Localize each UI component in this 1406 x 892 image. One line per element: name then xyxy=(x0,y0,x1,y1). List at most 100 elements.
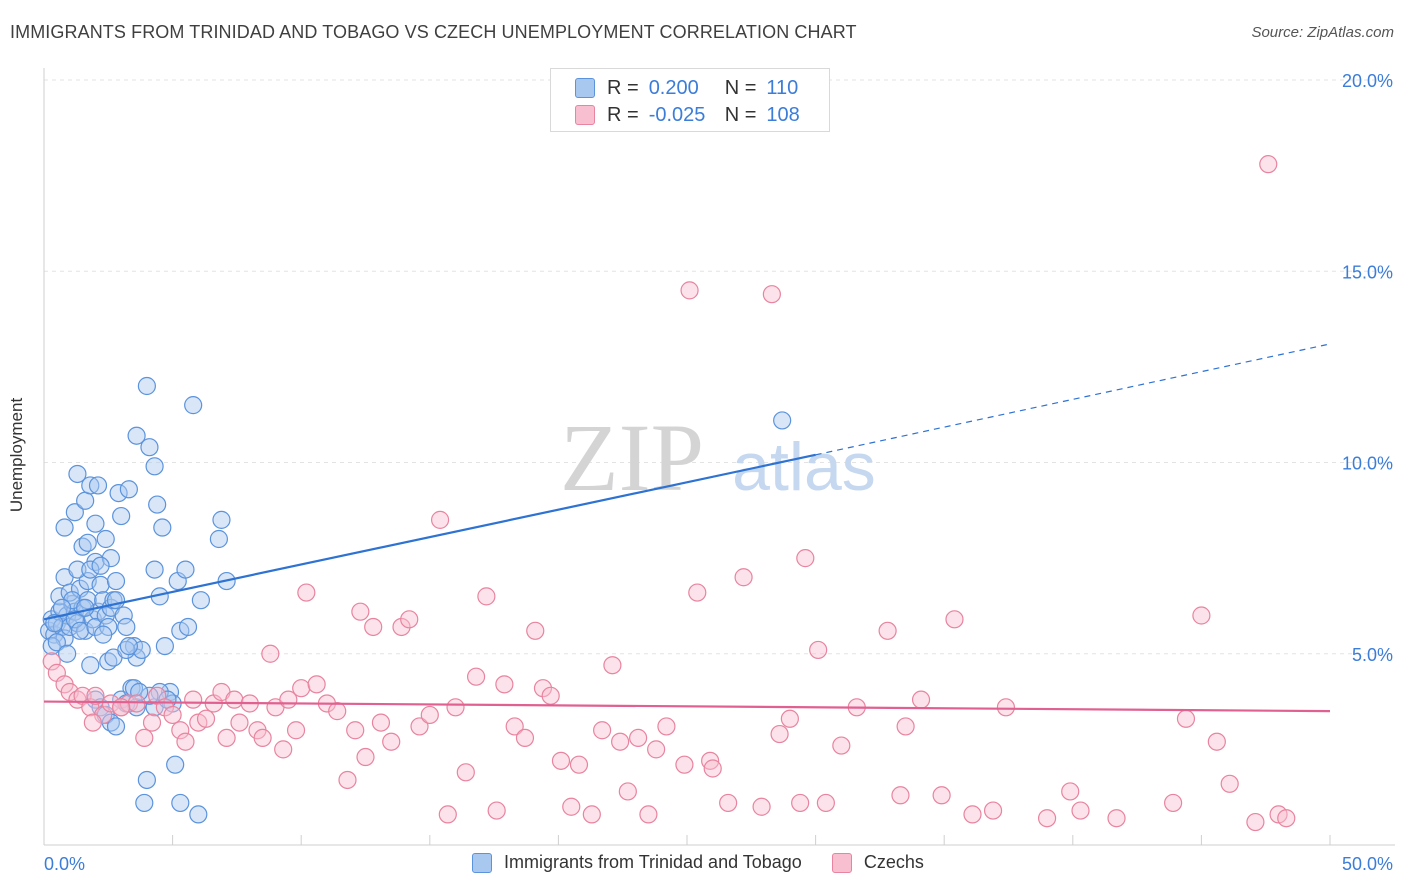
axes xyxy=(43,68,1395,846)
data-point-czechs xyxy=(515,728,535,748)
legend-swatch-pink xyxy=(831,852,852,873)
data-point-czechs xyxy=(338,770,357,790)
data-point-immigrants xyxy=(86,617,105,637)
n-value: 110 xyxy=(766,76,799,99)
data-point-czechs xyxy=(505,717,524,736)
tick-labels: 5.0% 10.0% 15.0% 20.0% 0.0% 50.0% xyxy=(44,71,1393,874)
data-point-czechs xyxy=(364,617,383,637)
data-point-immigrants xyxy=(78,533,97,552)
data-point-immigrants xyxy=(76,491,95,510)
data-point-czechs xyxy=(878,621,897,640)
data-point-czechs xyxy=(896,717,915,736)
data-point-czechs xyxy=(274,740,293,759)
data-point-czechs xyxy=(356,747,375,767)
data-point-czechs xyxy=(456,763,475,782)
data-point-czechs xyxy=(410,717,429,736)
series-immigrants-points xyxy=(40,376,792,824)
data-point-immigrants xyxy=(86,514,105,533)
data-point-czechs xyxy=(618,782,637,801)
data-point-czechs xyxy=(382,732,401,751)
data-point-czechs xyxy=(526,621,545,640)
y-axis-label: Unemployment xyxy=(7,397,26,513)
data-point-immigrants xyxy=(212,510,231,529)
data-point-czechs xyxy=(963,805,982,824)
data-point-immigrants xyxy=(137,376,156,396)
data-point-czechs xyxy=(135,728,154,748)
legend-item-immigrants[interactable]: Immigrants from Trinidad and Tobago xyxy=(472,852,802,873)
data-point-czechs xyxy=(400,610,419,629)
n-label: N = xyxy=(724,76,757,99)
data-point-czechs xyxy=(297,583,316,602)
data-point-immigrants xyxy=(96,529,115,549)
data-point-immigrants xyxy=(137,770,156,790)
trend-lines xyxy=(43,343,1331,713)
data-point-czechs xyxy=(911,690,931,709)
data-point-czechs xyxy=(945,610,964,629)
data-point-czechs xyxy=(680,281,699,300)
data-point-czechs xyxy=(762,285,781,304)
data-point-immigrants xyxy=(91,575,110,595)
chart-title: IMMIGRANTS FROM TRINIDAD AND TOBAGO VS C… xyxy=(10,22,857,42)
data-point-immigrants xyxy=(130,682,149,702)
y-tick-label: 10.0% xyxy=(1342,454,1393,474)
data-point-czechs xyxy=(127,694,146,713)
legend-swatch-pink xyxy=(575,105,595,125)
y-tick-label: 20.0% xyxy=(1342,71,1393,91)
data-point-immigrants xyxy=(81,476,100,495)
r-value: -0.025 xyxy=(648,103,706,126)
y-tick-label: 15.0% xyxy=(1342,262,1393,282)
trend-line-immigrants-projection xyxy=(815,343,1331,456)
data-point-czechs xyxy=(1164,793,1183,813)
data-point-czechs xyxy=(184,690,203,709)
data-point-czechs xyxy=(142,713,162,732)
data-point-czechs xyxy=(83,713,102,732)
data-point-czechs xyxy=(780,709,799,728)
data-point-czechs xyxy=(688,583,707,602)
data-point-czechs xyxy=(430,510,450,529)
data-point-immigrants xyxy=(140,438,159,457)
data-point-czechs xyxy=(533,679,553,698)
data-point-czechs xyxy=(217,728,236,748)
data-point-czechs xyxy=(495,675,514,694)
legend-row-czechs: R = -0.025 N = 108 xyxy=(575,103,800,127)
data-point-czechs xyxy=(346,721,365,740)
data-point-czechs xyxy=(163,705,182,725)
data-point-immigrants xyxy=(88,476,108,495)
data-point-immigrants xyxy=(68,560,87,579)
legend-row-immigrants: R = 0.200 N = 110 xyxy=(575,76,798,100)
data-point-immigrants xyxy=(106,717,126,736)
data-point-immigrants xyxy=(68,464,87,484)
data-point-czechs xyxy=(996,698,1016,717)
data-point-czechs xyxy=(611,732,630,751)
data-point-czechs xyxy=(562,797,581,816)
data-point-czechs xyxy=(809,640,828,660)
data-point-czechs xyxy=(734,568,753,587)
data-point-czechs xyxy=(371,713,391,732)
data-point-czechs xyxy=(446,698,465,717)
data-point-immigrants xyxy=(191,591,210,610)
data-point-immigrants xyxy=(114,606,133,625)
correlation-legend: R = 0.200 N = 110 R = -0.025 N = 108 xyxy=(550,68,830,132)
data-point-immigrants xyxy=(153,518,172,537)
data-point-czechs xyxy=(603,656,622,675)
legend-swatch-blue xyxy=(472,852,492,873)
data-point-immigrants xyxy=(101,549,120,568)
data-point-czechs xyxy=(253,728,272,748)
data-point-czechs xyxy=(1207,732,1226,751)
data-point-czechs xyxy=(487,801,506,820)
data-point-czechs xyxy=(983,801,1003,820)
data-point-immigrants xyxy=(106,571,126,591)
data-point-czechs xyxy=(171,721,190,740)
data-point-czechs xyxy=(593,721,612,740)
data-point-immigrants xyxy=(135,793,154,813)
data-point-czechs xyxy=(176,732,195,751)
legend-item-czechs[interactable]: Czechs xyxy=(831,852,924,873)
legend-label: Czechs xyxy=(863,852,924,872)
data-point-czechs xyxy=(832,736,851,755)
legend-label: Immigrants from Trinidad and Tobago xyxy=(504,852,802,872)
data-point-czechs xyxy=(328,702,347,721)
n-value: 108 xyxy=(766,103,800,126)
data-point-immigrants xyxy=(70,621,90,640)
data-point-immigrants xyxy=(47,633,66,652)
data-point-czechs xyxy=(230,713,249,732)
